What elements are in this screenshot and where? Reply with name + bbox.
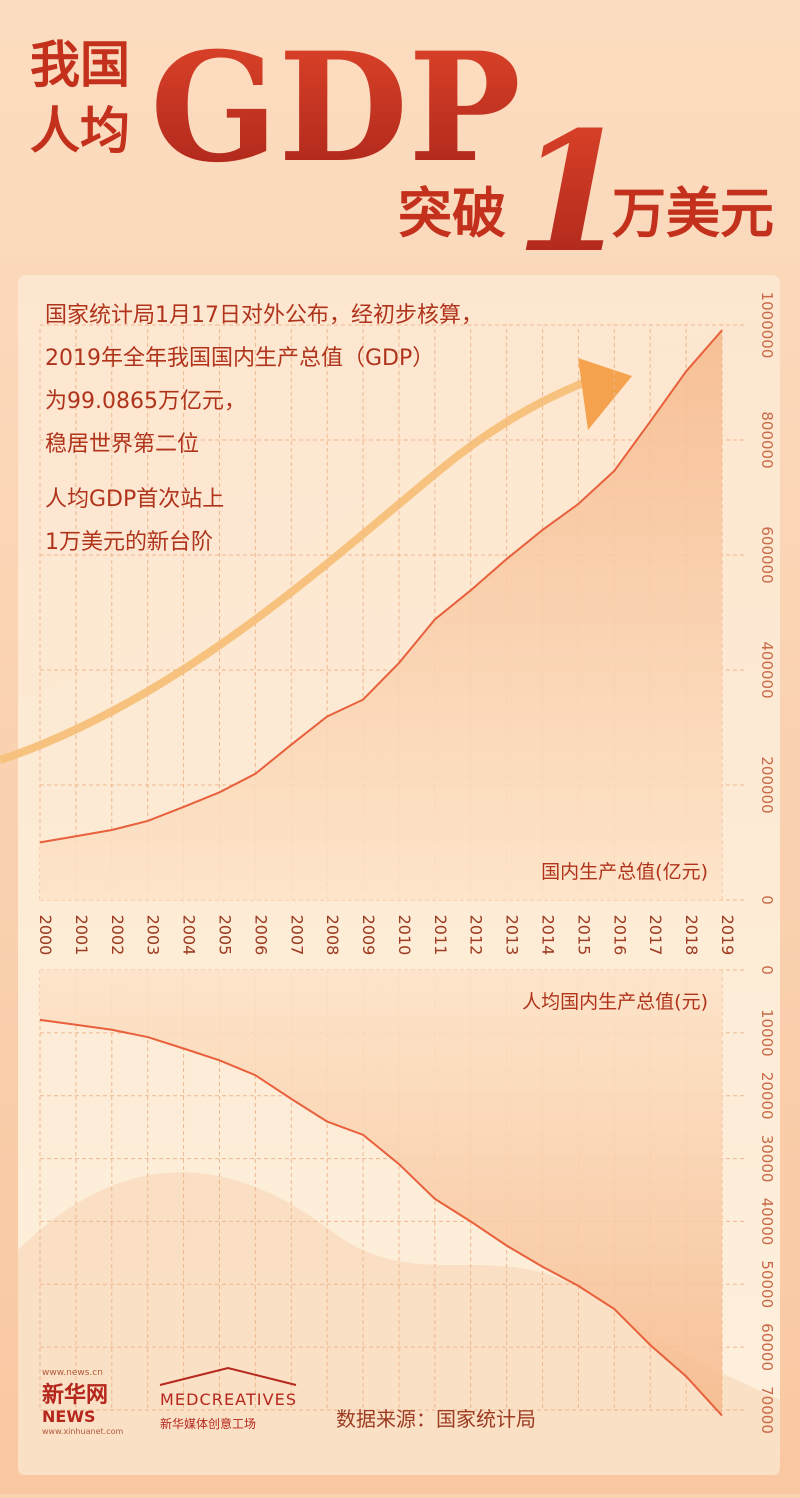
logo-studio-cn: 新华媒体创意工场 [160,1416,256,1431]
y-tick-label: 200000 [758,756,776,813]
deco [0,170,800,260]
area [40,970,722,1416]
intro-line: 国家统计局1月17日对外公布，经初步核算， [45,303,483,328]
x-tick-label: 2003 [144,915,163,956]
logo-news: NEWS [42,1407,96,1426]
x-tick-label: 2004 [180,915,199,956]
x-tick-label: 2017 [646,915,665,956]
arrow-head [578,358,632,430]
deco [18,300,780,700]
y-tick-label: 50000 [758,1260,776,1308]
y-tick-label: 1000000 [758,292,776,359]
title-number: 1 [515,95,630,289]
y-tick-label: 400000 [758,641,776,698]
y-tick-label: 0 [758,965,776,975]
logo-studio: MEDCREATIVES [160,1390,296,1409]
legend-label: 人均国内生产总值(元) [522,991,708,1013]
intro-line: 1万美元的新台阶 [45,530,213,555]
title-part: 突破 [398,182,506,245]
x-tick-label: 2007 [287,915,306,956]
x-tick-label: 2012 [467,915,486,956]
intro-line: 2019年全年我国国内生产总值（GDP） [45,346,434,371]
logo-roof [159,1366,297,1386]
intro-line: 稳居世界第二位 [45,432,199,457]
area [40,330,722,900]
logo-url: www.xinhuanet.com [42,1427,123,1436]
line [39,1018,723,1417]
x-tick-label: 2013 [503,915,522,956]
title-part: 人均 [30,102,130,160]
title-part: 万美元 [612,182,774,245]
y-tick-label: 40000 [758,1198,776,1246]
trend-arrow [0,371,607,764]
y-tick-label: 60000 [758,1323,776,1371]
y-tick-label: 0 [758,895,776,905]
intro-line: 人均GDP首次站上 [45,487,224,512]
x-tick-label: 2014 [539,915,558,956]
y-tick-label: 30000 [758,1135,776,1183]
x-tick-label: 2002 [108,915,127,956]
x-tick-label: 2019 [718,915,737,956]
y-tick-label: 10000 [758,1009,776,1057]
title-part: 我国 [30,36,130,94]
x-tick-label: 2000 [36,915,55,956]
x-tick-label: 2001 [72,915,91,956]
x-tick-label: 2008 [323,915,342,956]
y-tick-label: 800000 [758,411,776,468]
y-tick-label: 20000 [758,1072,776,1120]
x-tick-label: 2015 [574,915,593,956]
y-tick-label: 600000 [758,526,776,583]
logo-brand: 新华网 [42,1382,108,1408]
y-tick-label: 70000 [758,1386,776,1434]
x-tick-label: 2011 [431,915,450,956]
x-tick-label: 2005 [215,915,234,956]
x-tick-label: 2018 [682,915,701,956]
legend-label: 国内生产总值(亿元) [541,861,708,883]
x-tick-label: 2009 [359,915,378,956]
x-tick-label: 2016 [610,915,629,956]
intro-line: 为99.0865万亿元， [45,389,246,414]
title-gdp: GDP [150,20,521,196]
logo-url: www.news.cn [42,1368,103,1378]
line [39,329,723,844]
x-tick-label: 2006 [251,915,270,956]
x-tick-label: 2010 [395,915,414,956]
source: 数据来源：国家统计局 [336,1407,536,1431]
